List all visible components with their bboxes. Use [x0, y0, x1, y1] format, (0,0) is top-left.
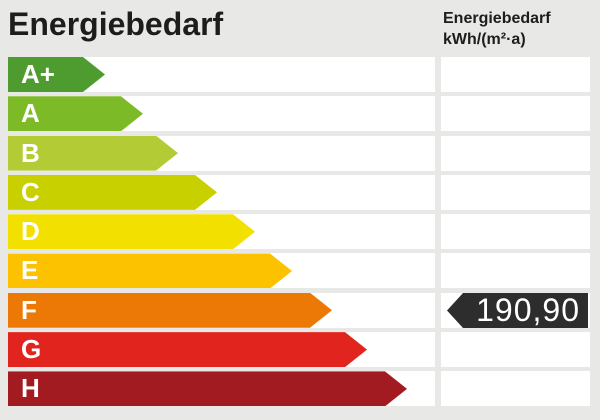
rating-bar: G	[8, 332, 367, 367]
rating-row: H	[0, 371, 600, 407]
rating-bar: A	[8, 96, 143, 131]
rating-row: G	[0, 332, 600, 368]
rating-label: D	[21, 216, 40, 247]
value-badge: 190,90	[447, 293, 588, 328]
value-text: 190,90	[476, 292, 580, 328]
unit-header-line1: Energiebedarf	[443, 10, 551, 27]
rating-bar: C	[8, 175, 217, 210]
rating-label: A+	[21, 59, 55, 89]
rating-label: A	[21, 98, 40, 129]
unit-header-line2: kWh/(m²·a)	[443, 31, 526, 48]
rating-bar: D	[8, 214, 255, 249]
rating-row: E	[0, 253, 600, 289]
rating-bar: E	[8, 253, 292, 288]
rating-row: B	[0, 135, 600, 171]
rating-label: E	[21, 255, 39, 286]
row-strip-right	[441, 96, 590, 132]
rating-row: D	[0, 214, 600, 250]
rating-label: F	[21, 294, 37, 325]
row-strip-right	[441, 332, 590, 368]
rating-scale: A+ A B C D E F	[0, 57, 600, 407]
rating-bar: F	[8, 293, 332, 328]
rating-label: G	[21, 334, 42, 365]
row-strip-right	[441, 57, 590, 92]
page-title: Energiebedarf	[8, 6, 224, 42]
unit-header: Energiebedarf kWh/(m²·a)	[443, 8, 551, 50]
row-strip-right	[441, 214, 590, 250]
rating-row: A+	[0, 57, 600, 92]
rating-label: C	[21, 176, 40, 207]
rating-bar: B	[8, 136, 178, 171]
rating-label: H	[21, 373, 40, 404]
row-strip-right	[441, 371, 590, 407]
rating-row: A	[0, 96, 600, 132]
row-strip-right	[441, 174, 590, 210]
rating-bar: A+	[8, 57, 105, 92]
rating-label: B	[21, 137, 40, 168]
row-strip-right	[441, 253, 590, 289]
rating-bar: H	[8, 371, 407, 406]
rating-row: C	[0, 174, 600, 210]
row-strip-right	[441, 135, 590, 171]
